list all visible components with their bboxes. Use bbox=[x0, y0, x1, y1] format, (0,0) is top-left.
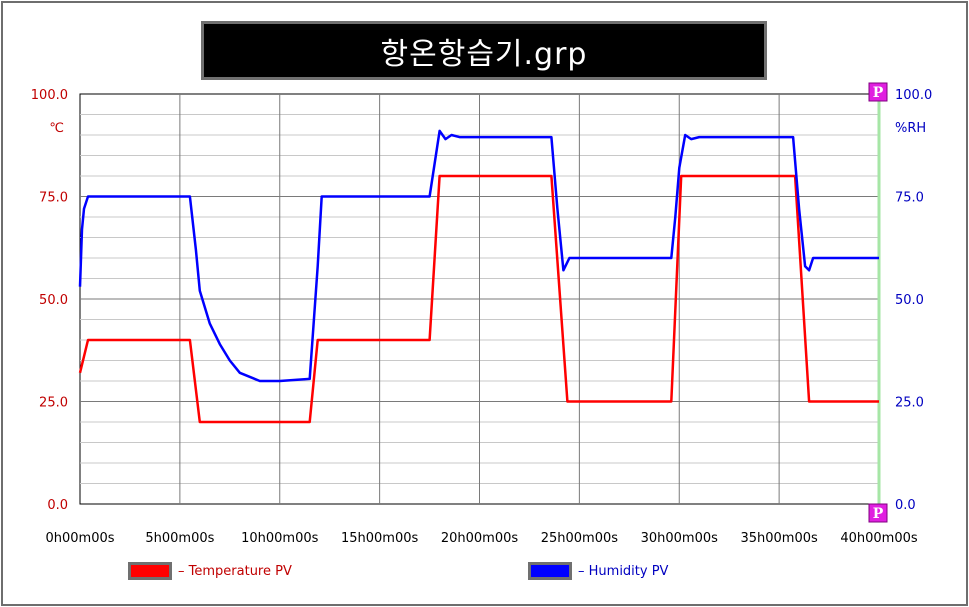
p-marker-box bbox=[868, 503, 888, 523]
x-tick-label: 5h00m00s bbox=[145, 531, 214, 546]
legend-temperature-swatch bbox=[128, 562, 172, 580]
series-line-temperature bbox=[78, 174, 879, 424]
legend-temperature-label: Temperature PV bbox=[178, 564, 292, 579]
legend-temperature: Temperature PV bbox=[128, 562, 292, 580]
x-tick-label: 30h00m00s bbox=[641, 531, 719, 546]
x-tick-label: 25h00m00s bbox=[541, 531, 619, 546]
x-tick-label: 15h00m00s bbox=[341, 531, 419, 546]
y-right-unit: %RH bbox=[895, 121, 926, 136]
legend-humidity-swatch bbox=[528, 562, 572, 580]
p-marker-label: P bbox=[873, 85, 884, 101]
x-tick-label: 40h00m00s bbox=[840, 531, 918, 546]
x-tick-label: 20h00m00s bbox=[441, 531, 519, 546]
p-marker-label: P bbox=[873, 506, 884, 522]
x-tick-label: 10h00m00s bbox=[241, 531, 319, 546]
y-left-tick-label: 75.0 bbox=[39, 191, 68, 206]
chart-title: 항온항습기.grp bbox=[380, 36, 588, 72]
series-line-humidity bbox=[78, 129, 879, 383]
y-left-unit: ℃ bbox=[49, 121, 64, 136]
chart-title-box: 항온항습기.grp bbox=[201, 21, 767, 80]
y-right-tick-label: 100.0 bbox=[895, 88, 932, 103]
x-tick-label: 0h00m00s bbox=[45, 531, 114, 546]
y-right-tick-label: 0.0 bbox=[895, 498, 916, 513]
y-left-tick-label: 25.0 bbox=[39, 396, 68, 411]
legend-humidity-label: Humidity PV bbox=[578, 564, 669, 579]
x-tick-label: 35h00m00s bbox=[740, 531, 818, 546]
y-left-tick-label: 50.0 bbox=[39, 293, 68, 308]
y-right-tick-label: 75.0 bbox=[895, 191, 924, 206]
y-right-tick-label: 50.0 bbox=[895, 293, 924, 308]
y-right-tick-label: 25.0 bbox=[895, 396, 924, 411]
legend-humidity: Humidity PV bbox=[528, 562, 668, 580]
p-marker-box bbox=[868, 82, 888, 102]
y-left-tick-label: 0.0 bbox=[47, 498, 68, 513]
y-left-tick-label: 100.0 bbox=[31, 88, 68, 103]
